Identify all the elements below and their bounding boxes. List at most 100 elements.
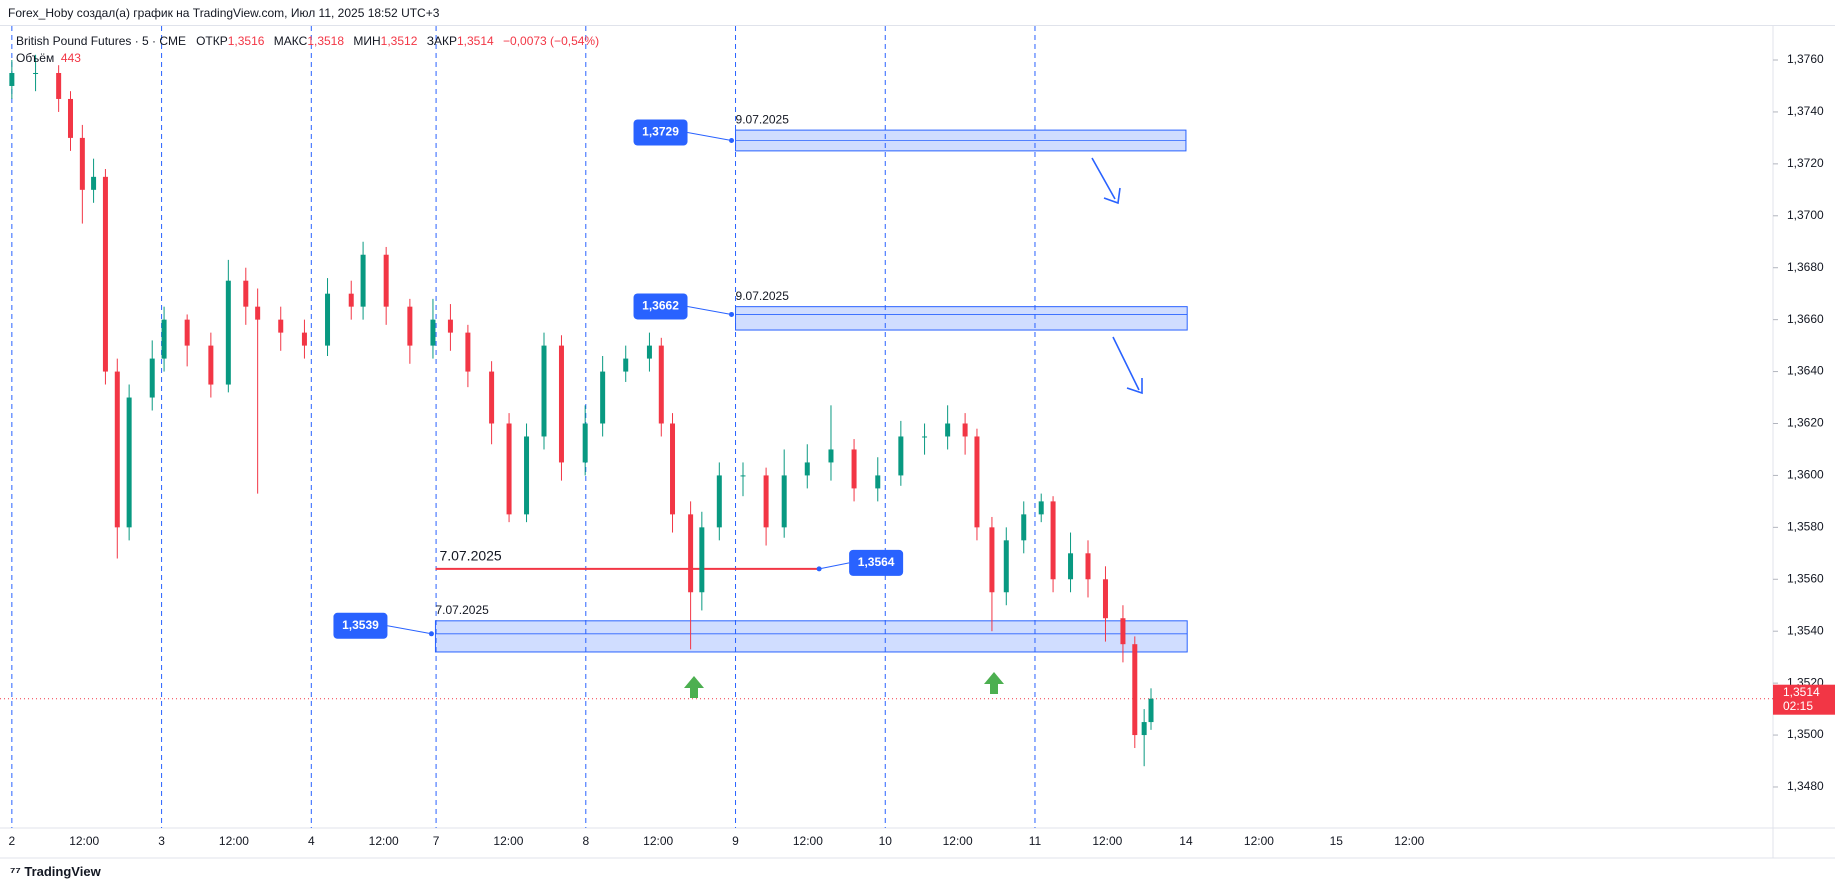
candle-body	[740, 475, 746, 477]
candle-body	[506, 423, 512, 515]
change: −0,0073 (−0,54%)	[503, 34, 600, 48]
volume-value: 443	[60, 51, 81, 65]
ohlc-value: 1,3516	[227, 34, 265, 48]
candle-body	[447, 319, 453, 333]
callout-label: 1,3564	[858, 555, 895, 569]
candle-body	[79, 137, 85, 190]
last-price-box	[1773, 684, 1835, 715]
candle-body	[804, 462, 810, 476]
up-arrow	[684, 676, 704, 698]
up-arrow	[984, 672, 1004, 694]
candle-body	[407, 306, 413, 346]
candle-body	[945, 423, 951, 437]
candle-body	[962, 423, 968, 437]
x-tick-label: 12:00	[1244, 834, 1274, 848]
candle-body	[1148, 698, 1154, 723]
x-tick-label: 12:00	[493, 834, 523, 848]
y-tick-label: 1,3580	[1787, 520, 1824, 534]
x-tick-label: 14	[1179, 834, 1193, 848]
x-tick-label: 12:00	[943, 834, 973, 848]
y-tick-label: 1,3500	[1787, 727, 1824, 741]
candle-body	[851, 449, 857, 489]
candle-body	[763, 475, 769, 528]
candle-body	[898, 436, 904, 476]
candle-body	[91, 176, 97, 190]
y-tick-label: 1,3480	[1787, 779, 1824, 793]
candle-body	[1085, 553, 1091, 580]
candle-body	[974, 436, 980, 528]
brand: TradingView	[24, 864, 101, 879]
x-tick-label: 12:00	[643, 834, 673, 848]
ohlc-label: ЗАКР	[426, 34, 457, 48]
zone-date: 7.07.2025	[435, 603, 489, 617]
candle-body	[1132, 644, 1138, 736]
candle-body	[67, 98, 73, 138]
x-tick-label: 10	[879, 834, 893, 848]
x-tick-label: 15	[1330, 834, 1344, 848]
countdown: 02:15	[1783, 699, 1813, 713]
candle-body	[278, 319, 284, 333]
decor-arrows	[684, 157, 1143, 698]
candle-body	[243, 280, 249, 307]
callout-box	[849, 549, 904, 576]
candle-body	[33, 72, 39, 74]
candle-body	[582, 423, 588, 463]
callout-dot	[729, 137, 735, 143]
ohlc-label: МИН	[353, 34, 381, 48]
x-tick-label: 12:00	[69, 834, 99, 848]
y-tick-label: 1,3540	[1787, 623, 1824, 637]
candle-body	[558, 345, 564, 463]
callout-label: 1,3729	[642, 125, 679, 139]
ohlc-label: ОТКР	[196, 34, 228, 48]
y-tick-label: 1,3660	[1787, 312, 1824, 326]
candle-body	[828, 449, 834, 463]
candle-body	[541, 345, 547, 437]
candle-body	[184, 319, 190, 346]
callout-box	[633, 293, 688, 320]
candle-body	[465, 332, 471, 372]
ohlc-label: МАКС	[273, 34, 308, 48]
volume-label: Объём	[16, 51, 55, 65]
footer: ⁷⁷ TradingView	[10, 864, 101, 879]
candle-body	[699, 527, 705, 593]
candle-body	[161, 319, 167, 359]
callout-label: 1,3662	[642, 299, 679, 313]
x-tick-label: 12:00	[369, 834, 399, 848]
callout-line	[819, 562, 850, 570]
down-arrow	[1112, 336, 1143, 395]
candle-body	[1120, 618, 1126, 645]
candle-body	[688, 514, 694, 593]
candle-body	[126, 397, 132, 528]
y-tick-label: 1,3760	[1787, 52, 1824, 66]
candle-body	[716, 475, 722, 528]
ohlc-value: 1,3512	[380, 34, 418, 48]
x-tick-label: 11	[1029, 834, 1042, 848]
candle-body	[325, 293, 331, 346]
candle-body	[989, 527, 995, 593]
candle-body	[1038, 501, 1044, 515]
ohlc-value: 1,3514	[456, 34, 494, 48]
callout-line	[687, 132, 732, 141]
candle-body	[1050, 501, 1056, 580]
candle-body	[9, 72, 15, 86]
callout-line	[687, 305, 732, 315]
callout-box	[633, 119, 688, 146]
x-tick-label: 12:00	[1394, 834, 1424, 848]
y-tick-label: 1,3680	[1787, 260, 1824, 274]
candle-body	[524, 436, 530, 515]
last-price-label: 1,3514	[1783, 685, 1820, 699]
candle-body	[646, 345, 652, 359]
callout-label: 1,3539	[342, 618, 379, 632]
candle-body	[658, 345, 664, 424]
legend: British Pound Futures · 5 · CME ОТКР1,35…	[16, 33, 605, 67]
candle-body	[670, 423, 676, 515]
level-date: 7.07.2025	[439, 548, 501, 564]
candle-body	[360, 254, 366, 307]
candle-body	[875, 475, 881, 489]
callout-box	[333, 612, 388, 639]
candle-body	[781, 475, 787, 528]
candle-body	[922, 436, 928, 438]
x-tick-label: 9	[732, 834, 739, 848]
